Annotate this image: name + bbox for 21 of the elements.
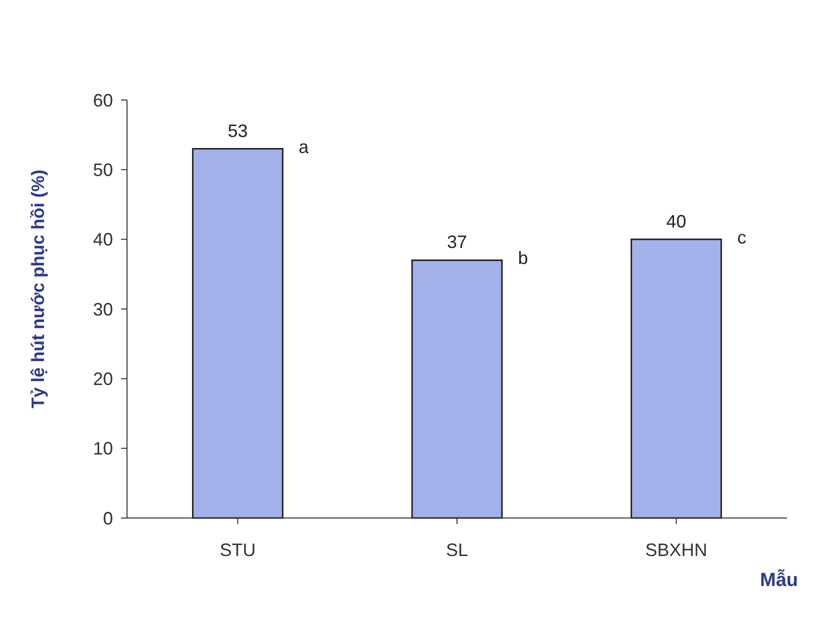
annotation: b xyxy=(518,248,528,268)
annotation: a xyxy=(298,136,310,157)
y-tick-label: 20 xyxy=(92,368,113,389)
y-tick-label: 40 xyxy=(92,230,113,250)
x-tick-label: STU xyxy=(220,540,256,560)
x-tick-label: SBXHN xyxy=(645,540,708,560)
bar xyxy=(192,148,284,519)
data-label: 53 xyxy=(228,120,248,141)
bar xyxy=(630,238,722,519)
data-label: 40 xyxy=(666,211,686,232)
y-tick-label: 0 xyxy=(102,508,113,528)
data-label: 37 xyxy=(446,232,468,252)
y-tick-label: 50 xyxy=(92,160,113,180)
x-tick-label: SL xyxy=(446,540,468,560)
bar xyxy=(411,259,503,519)
x-axis-title: Mẫu xyxy=(760,569,798,591)
y-tick-label: 10 xyxy=(92,438,113,459)
annotation: c xyxy=(737,227,746,248)
y-axis-title: Tỷ lệ hút nước phục hồi (%) xyxy=(28,170,48,408)
y-tick-label: 60 xyxy=(92,90,113,110)
y-tick-label: 30 xyxy=(92,299,113,320)
